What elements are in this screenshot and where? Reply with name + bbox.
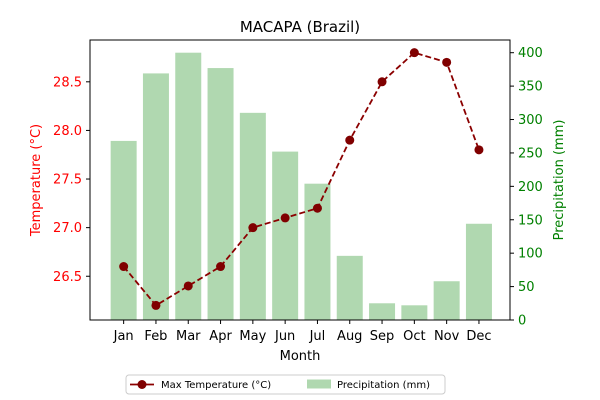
y-axis-left-label: Temperature (°C) [29, 124, 44, 237]
temperature-point [312, 203, 322, 213]
precipitation-bar [239, 112, 266, 320]
x-tick-label: Dec [466, 329, 491, 344]
y-right-tick-label: 100 [518, 247, 543, 262]
y-right-tick-label: 300 [518, 113, 543, 128]
y-right-tick-label: 50 [518, 280, 535, 295]
precipitation-bar [433, 281, 460, 320]
temperature-point [151, 300, 161, 310]
precipitation-bars [110, 52, 492, 320]
y-left-tick-label: 26.5 [53, 270, 82, 285]
x-axis: Jan Feb Mar Apr May Jun Jul Aug Sep Oct Nov Dec [113, 320, 492, 344]
y-right-tick-label: 0 [518, 314, 526, 329]
y-right-tick-label: 400 [518, 46, 543, 61]
x-tick-label: Nov [434, 329, 460, 344]
y-right-tick-label: 250 [518, 146, 543, 161]
temperature-point [409, 48, 419, 58]
x-tick-label: May [239, 329, 266, 344]
temperature-point [248, 223, 258, 233]
temperature-point [442, 57, 452, 67]
y-right-tick-label: 200 [518, 180, 543, 195]
y-left-tick-label: 27.0 [53, 221, 82, 236]
precipitation-bar [336, 255, 363, 320]
y-axis-right: 0 50 100 150 200 250 300 350 400 [510, 46, 543, 329]
precipitation-bar [207, 68, 234, 320]
x-tick-label: Apr [209, 329, 232, 344]
precipitation-bar [272, 151, 299, 320]
temperature-point [216, 262, 226, 272]
x-tick-label: Oct [403, 329, 425, 344]
legend-entry-precipitation: Precipitation (mm) [337, 380, 430, 391]
temperature-line-path [122, 51, 480, 307]
precipitation-bar [401, 305, 428, 320]
x-tick-label: Aug [337, 329, 362, 344]
x-tick-label: Jan [113, 329, 134, 344]
legend-entry-temperature: Max Temperature (°C) [161, 380, 271, 391]
temperature-point [183, 281, 193, 291]
precipitation-bar [369, 303, 396, 320]
y-axis-left: 26.5 27.0 27.5 28.0 28.5 [53, 75, 90, 285]
temperature-point [377, 77, 387, 87]
y-right-tick-label: 350 [518, 80, 543, 95]
precipitation-bar [465, 223, 492, 320]
legend-box [125, 374, 446, 395]
x-tick-label: Jul [309, 329, 326, 344]
temperature-point [345, 135, 355, 145]
temperature-point [474, 145, 484, 155]
legend-bar-swatch [307, 379, 331, 389]
precipitation-bar [110, 140, 137, 320]
precipitation-bar [142, 73, 169, 320]
legend: Max Temperature (°C) Precipitation (mm) [125, 374, 446, 395]
x-tick-label: Mar [176, 329, 201, 344]
chart-title: MACAPA (Brazil) [240, 18, 360, 36]
temperature-line [119, 48, 484, 310]
y-axis-right-label: Precipitation (mm) [552, 120, 567, 241]
precipitation-bar [175, 52, 202, 320]
temperature-point [280, 213, 290, 223]
legend-line-marker [137, 380, 147, 389]
x-tick-label: Jun [274, 329, 295, 344]
y-right-tick-label: 150 [518, 213, 543, 228]
plot-frame [89, 39, 511, 321]
y-left-tick-label: 27.5 [53, 173, 82, 188]
y-left-tick-label: 28.0 [53, 124, 82, 139]
x-tick-label: Sep [370, 329, 395, 344]
x-axis-label: Month [280, 349, 321, 364]
x-tick-label: Feb [144, 329, 167, 344]
temperature-point [119, 262, 129, 272]
y-left-tick-label: 28.5 [53, 75, 82, 90]
